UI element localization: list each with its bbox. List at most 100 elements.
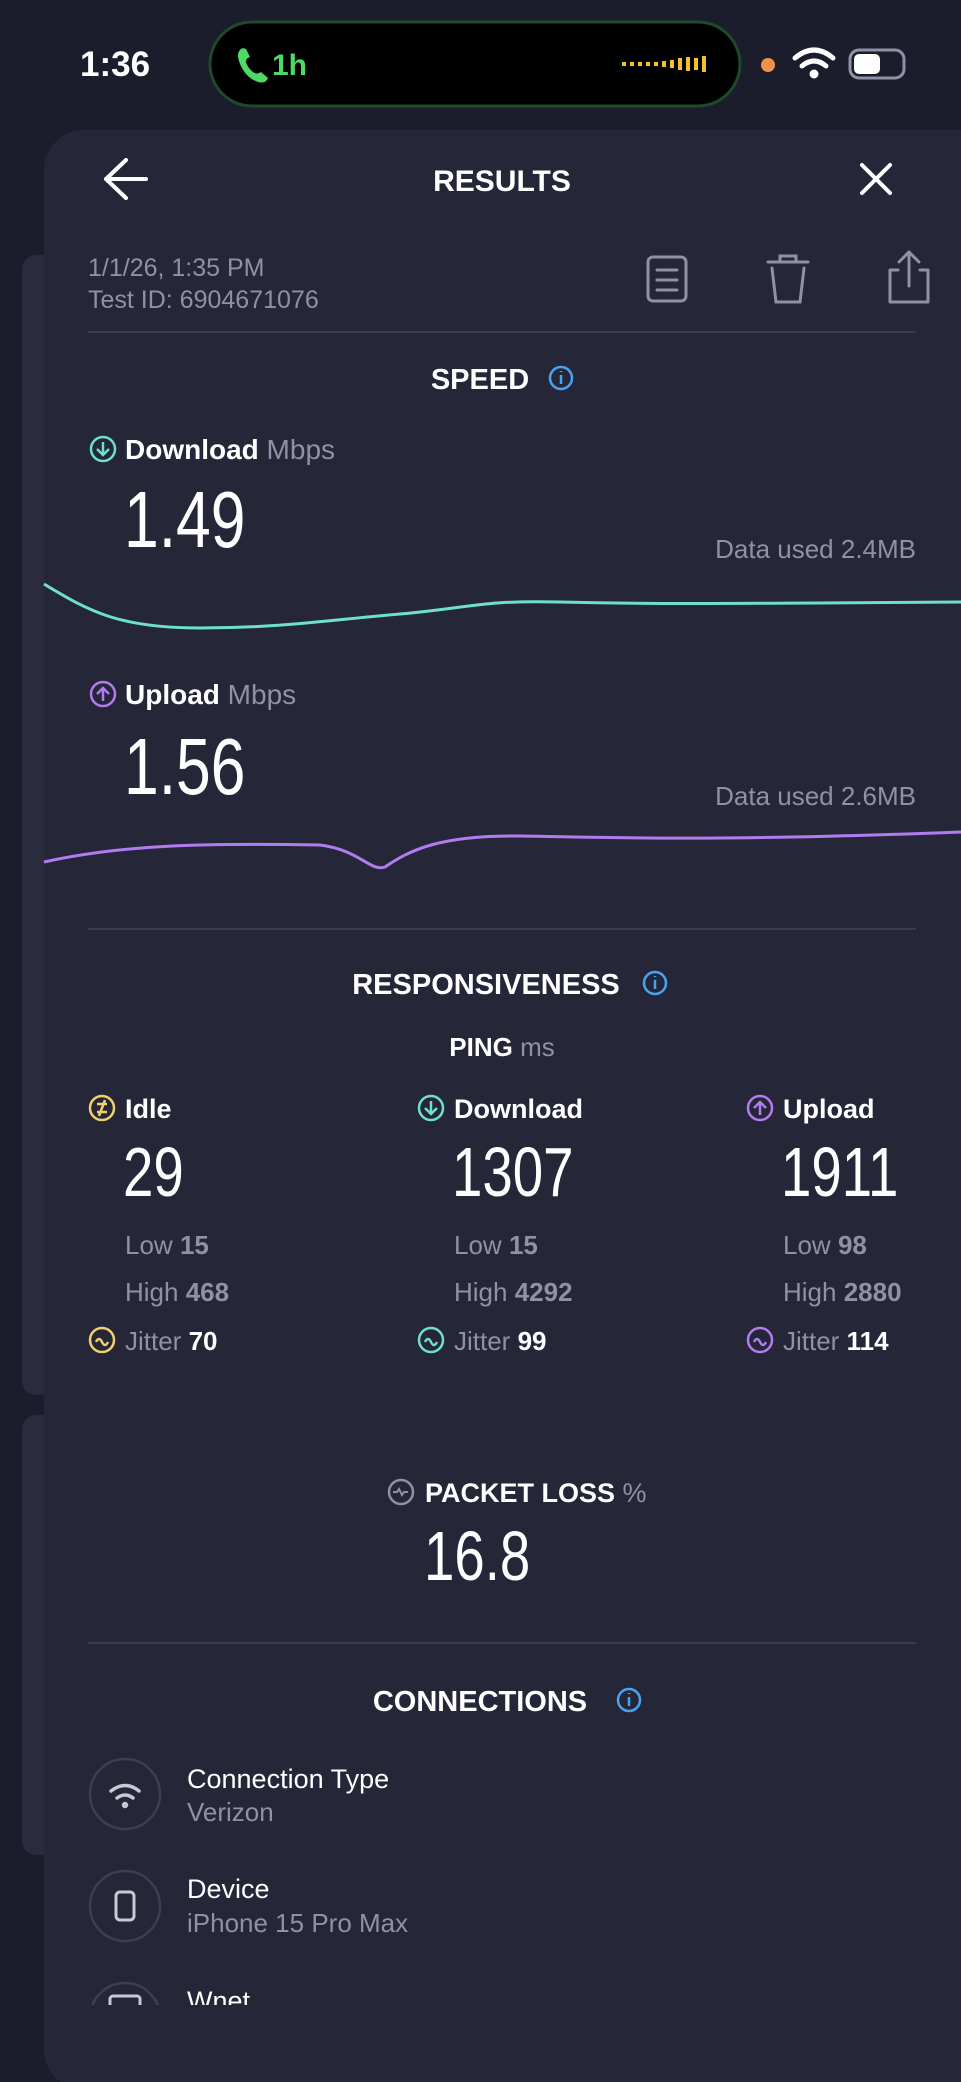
- unit: ms: [520, 1032, 555, 1062]
- unit: Mbps: [228, 679, 296, 710]
- download-label: Download Mbps: [125, 434, 335, 465]
- upload-icon: [89, 680, 117, 708]
- icon-glyph: [94, 1337, 110, 1347]
- call-icon: [238, 48, 268, 83]
- label: Low: [125, 1230, 173, 1260]
- label: Jitter: [125, 1326, 182, 1356]
- packet-loss-icon: [387, 1478, 415, 1506]
- icon-circle: [91, 1981, 159, 2005]
- download-graph: [43, 582, 961, 630]
- delete-button[interactable]: [766, 254, 810, 304]
- connection-label: Connection Type: [187, 1764, 389, 1794]
- status-time: 1:36: [80, 45, 150, 84]
- value: 2880: [844, 1277, 902, 1307]
- ping-icon: [88, 1094, 116, 1122]
- upload-label: Upload Mbps: [125, 679, 296, 710]
- label: High: [125, 1277, 178, 1307]
- label: Low: [783, 1230, 831, 1260]
- icon-ring: [417, 1094, 445, 1122]
- ping-high: High 2880: [783, 1277, 902, 1307]
- download-icon: [89, 435, 117, 463]
- server-icon: [108, 1994, 142, 2005]
- ping-low: Low 15: [454, 1230, 538, 1260]
- notes-button[interactable]: [646, 255, 688, 303]
- upload-speed: 1.56: [124, 723, 245, 812]
- ping-value: 29: [123, 1134, 184, 1212]
- label: Download: [125, 434, 259, 465]
- ping-icon: [746, 1094, 774, 1122]
- device-icon: [114, 1890, 136, 1922]
- jitter: Jitter 70: [125, 1326, 218, 1356]
- privacy-dot: [761, 58, 775, 72]
- waveform: [622, 56, 706, 72]
- icon-glyph: [97, 1099, 107, 1117]
- battery-level: [854, 54, 880, 74]
- icon-circle: [88, 1757, 162, 1831]
- wifi-icon: [109, 1783, 141, 1809]
- value: 4292: [515, 1277, 573, 1307]
- close-button[interactable]: [860, 163, 892, 195]
- ping-label: Idle: [125, 1094, 172, 1124]
- results-sheet: [44, 130, 961, 2082]
- packet-loss-label: PACKET LOSS %: [425, 1478, 647, 1508]
- label: Jitter: [454, 1326, 511, 1356]
- value: 98: [838, 1230, 867, 1260]
- icon-glyph: [424, 1101, 438, 1116]
- icon-ring: [746, 1094, 774, 1122]
- value: 70: [189, 1326, 218, 1356]
- battery-icon: [848, 48, 906, 80]
- info-button[interactable]: [616, 1687, 642, 1713]
- icon-glyph: [753, 1100, 767, 1115]
- icon-ring: [417, 1326, 445, 1354]
- ping-low: Low 15: [125, 1230, 209, 1260]
- upload-graph: [43, 830, 961, 870]
- unit: Mbps: [267, 434, 335, 465]
- ping-high: High 468: [125, 1277, 229, 1307]
- value: 114: [847, 1326, 889, 1356]
- connection-value: iPhone 15 Pro Max: [187, 1908, 408, 1938]
- ping-value: 1307: [452, 1134, 573, 1212]
- value: 15: [180, 1230, 209, 1260]
- info-button[interactable]: [642, 970, 668, 996]
- jitter: Jitter 114: [783, 1326, 889, 1356]
- value: 15: [509, 1230, 538, 1260]
- ping-value: 1911: [781, 1134, 898, 1212]
- value: 468: [186, 1277, 229, 1307]
- ping-label: Download: [454, 1094, 583, 1124]
- screen-title: RESULTS: [433, 165, 571, 198]
- section-title: RESPONSIVENESS: [352, 969, 620, 1001]
- icon-ring: [88, 1094, 116, 1122]
- info-button[interactable]: [548, 365, 574, 391]
- ping-high: High 4292: [454, 1277, 573, 1307]
- connections-list: Connection Type Verizon Device iPhone 15…: [88, 1757, 408, 2005]
- jitter-icon: [746, 1326, 774, 1354]
- icon-ring: [746, 1326, 774, 1354]
- ping-label: PING ms: [449, 1032, 554, 1062]
- label: PING: [449, 1032, 513, 1062]
- label: Low: [454, 1230, 502, 1260]
- label: High: [454, 1277, 507, 1307]
- section-title: CONNECTIONS: [373, 1686, 587, 1718]
- label: High: [783, 1277, 836, 1307]
- dynamic-island[interactable]: [208, 20, 742, 108]
- value: 99: [518, 1326, 547, 1356]
- section-title: SPEED: [431, 364, 529, 396]
- test-date: 1/1/26, 1:35 PM: [88, 254, 265, 282]
- ping-label: Upload: [783, 1094, 875, 1124]
- label: Jitter: [783, 1326, 840, 1356]
- icon-glyph: [752, 1337, 768, 1347]
- label: PACKET LOSS: [425, 1478, 615, 1508]
- jitter-icon: [417, 1326, 445, 1354]
- label: Upload: [125, 679, 220, 710]
- back-button[interactable]: [104, 158, 148, 200]
- download-speed: 1.49: [124, 476, 245, 565]
- icon-glyph: [423, 1337, 439, 1347]
- jitter-icon: [88, 1326, 116, 1354]
- unit: %: [623, 1478, 647, 1508]
- data-used: Data used 2.4MB: [715, 534, 916, 564]
- share-button[interactable]: [888, 250, 930, 304]
- jitter: Jitter 99: [454, 1326, 547, 1356]
- connection-value: Verizon: [187, 1797, 274, 1827]
